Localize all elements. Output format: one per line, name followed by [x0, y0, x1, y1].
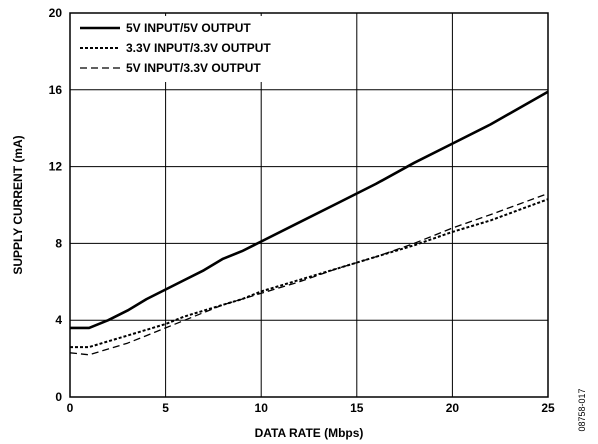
legend-label-2: 3.3V INPUT/3.3V OUTPUT	[126, 41, 271, 55]
y-tick-label: 8	[55, 236, 62, 250]
series-line-3	[69, 192, 549, 356]
y-tick-label: 12	[49, 160, 63, 174]
legend: 5V INPUT/5V OUTPUT 3.3V INPUT/3.3V OUTPUT…	[73, 16, 328, 82]
x-tick-label: 25	[541, 401, 555, 415]
series-line-2	[70, 198, 549, 349]
y-tick-label: 4	[55, 313, 62, 327]
legend-label-1: 5V INPUT/5V OUTPUT	[126, 21, 251, 35]
x-tick-label: 5	[162, 401, 169, 415]
series-line-1	[70, 90, 549, 330]
y-axis-label: SUPPLY CURRENT (mA)	[11, 135, 25, 274]
series-lines	[69, 90, 549, 356]
y-tick-label: 16	[49, 83, 63, 97]
x-tick-label: 20	[446, 401, 460, 415]
y-tick-label: 0	[55, 390, 62, 404]
y-tick-label: 20	[49, 6, 63, 20]
x-tick-labels: 0 5 10 15 20 25	[67, 401, 555, 415]
plot-frame	[69, 12, 549, 398]
x-tick-label: 10	[255, 401, 269, 415]
x-tick-label: 0	[67, 401, 74, 415]
y-tick-labels: 0 4 8 12 16 20	[49, 6, 63, 404]
x-axis-label: DATA RATE (Mbps)	[255, 426, 364, 440]
x-tick-label: 15	[350, 401, 364, 415]
figure-id: 08758-017	[577, 388, 587, 431]
legend-label-3: 5V INPUT/3.3V OUTPUT	[126, 61, 261, 75]
